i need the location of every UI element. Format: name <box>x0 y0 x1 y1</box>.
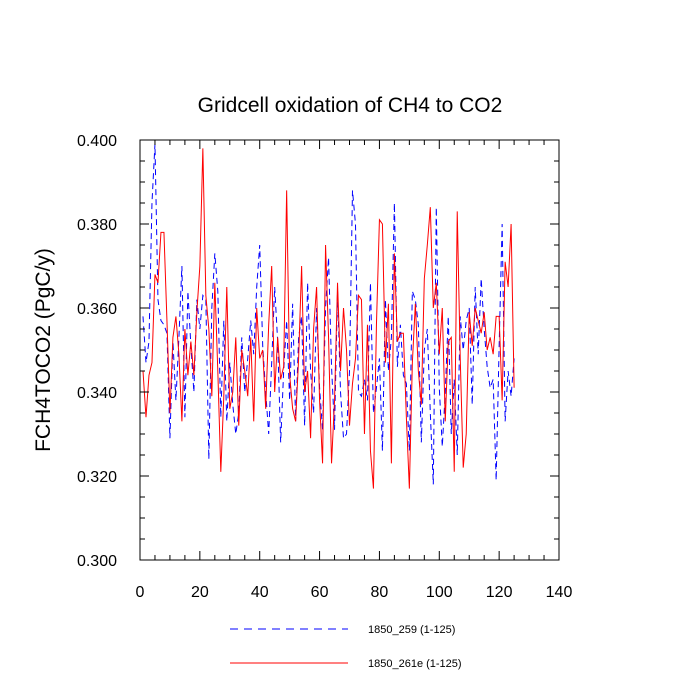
x-tick-label: 40 <box>251 584 269 601</box>
legend-label-1: 1850_259 (1-125) <box>368 624 455 636</box>
axis-ticks: 0 20 40 60 80 100 120 140 0.300 0.320 0.340 0.360 0.… <box>77 133 572 601</box>
y-axis-label: FCH4TOCO2 (PgC/y) <box>32 248 55 452</box>
y-tick-label: 0.400 <box>77 133 117 150</box>
x-tick-label: 140 <box>546 584 573 601</box>
legend: 1850_259 (1-125) 1850_261e (1-125) <box>230 624 462 670</box>
x-tick-label: 20 <box>191 584 209 601</box>
series-line-1 <box>142 144 515 485</box>
chart-title: Gridcell oxidation of CH4 to CO2 <box>198 94 503 117</box>
series-layer <box>142 144 515 489</box>
legend-label-2: 1850_261e (1-125) <box>368 658 462 670</box>
y-tick-label: 0.300 <box>77 553 117 570</box>
y-tick-label: 0.340 <box>77 385 117 402</box>
plot-area-frame <box>139 139 560 561</box>
series-line-2 <box>142 148 515 489</box>
y-tick-label: 0.380 <box>77 217 117 234</box>
y-tick-label: 0.320 <box>77 469 117 486</box>
x-tick-label: 100 <box>426 584 453 601</box>
x-tick-label: 120 <box>486 584 513 601</box>
x-tick-label: 0 <box>136 584 145 601</box>
y-tick-label: 0.360 <box>77 301 117 318</box>
x-tick-label: 80 <box>371 584 389 601</box>
x-tick-label: 60 <box>311 584 329 601</box>
